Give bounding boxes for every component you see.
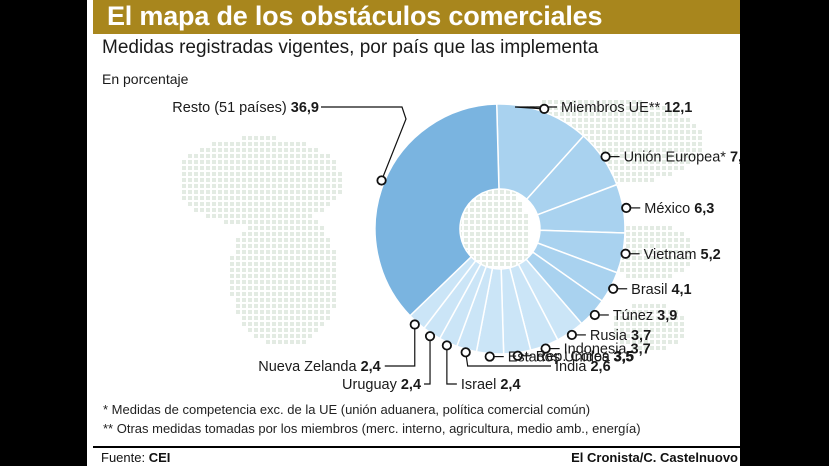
marker-estados-unidos bbox=[484, 351, 495, 362]
title-bar: El mapa de los obstáculos comerciales bbox=[93, 0, 740, 34]
donut-slices bbox=[374, 103, 626, 355]
unit-label: En porcentaje bbox=[102, 71, 189, 87]
footer: Fuente: CEI El Cronista/C. Castelnuovo bbox=[93, 446, 740, 466]
marker-rusia bbox=[566, 329, 577, 341]
marker-indonesia bbox=[540, 343, 551, 354]
leader-israel bbox=[446, 345, 457, 385]
label-estados-unidos: Estados Unidos 3,5 bbox=[508, 350, 634, 366]
marker-vietnam bbox=[620, 248, 631, 259]
chart-title: El mapa de los obstáculos comerciales bbox=[107, 1, 603, 31]
label-india: India 2,6 bbox=[555, 359, 611, 375]
label-nueva-zelanda: Nueva Zelanda 2,4 bbox=[258, 359, 381, 375]
marker-israel bbox=[441, 340, 452, 351]
leader-uruguay bbox=[424, 336, 431, 385]
label-rep-corea: Rep. Corea 3,5 bbox=[536, 349, 634, 365]
marker-resto-51-paises bbox=[376, 175, 387, 186]
source-prefix: Fuente: bbox=[101, 450, 149, 465]
label-vietnam: Vietnam 5,2 bbox=[644, 247, 721, 263]
marker-union-europea bbox=[600, 151, 611, 162]
label-mexico: México 6,3 bbox=[644, 201, 714, 217]
infographic-panel: El mapa de los obstáculos comerciales Me… bbox=[87, 0, 740, 466]
footnotes: * Medidas de competencia exc. de la UE (… bbox=[103, 400, 641, 438]
label-tunez: Túnez 3,9 bbox=[613, 308, 678, 324]
marker-brasil bbox=[608, 283, 619, 294]
marker-nueva-zelanda bbox=[409, 319, 420, 330]
marker-miembros-ue bbox=[539, 103, 550, 114]
footnote-1: * Medidas de competencia exc. de la UE (… bbox=[103, 402, 591, 417]
marker-india bbox=[460, 347, 471, 358]
label-indonesia: Indonesia 3,7 bbox=[564, 342, 651, 358]
label-resto-51-paises: Resto (51 países) 36,9 bbox=[172, 100, 319, 116]
marker-rep-corea bbox=[512, 350, 523, 361]
slice-miembros-ue bbox=[495, 103, 585, 201]
marker-mexico bbox=[621, 202, 632, 214]
leader-resto-51-paises bbox=[321, 106, 407, 181]
chart-subtitle: Medidas registradas vigentes, por país q… bbox=[102, 37, 599, 58]
credit: El Cronista/C. Castelnuovo bbox=[571, 450, 738, 465]
marker-uruguay bbox=[424, 331, 436, 342]
marker-tunez bbox=[589, 309, 600, 321]
label-uruguay: Uruguay 2,4 bbox=[342, 377, 421, 393]
slice-labels: Miembros UE** 12,1 Unión Europea* 7,6 Méxi… bbox=[172, 100, 740, 393]
leader-nueva-zelanda bbox=[384, 324, 416, 367]
leader-lines bbox=[321, 103, 641, 385]
label-israel: Israel 2,4 bbox=[461, 377, 521, 393]
label-brasil: Brasil 4,1 bbox=[631, 282, 691, 298]
source-value: CEI bbox=[148, 450, 171, 465]
footnote-2: ** Otras medidas tomadas por los miembro… bbox=[103, 421, 641, 436]
slice-resto-51-paises bbox=[374, 103, 500, 317]
label-rusia: Rusia 3,7 bbox=[590, 328, 651, 344]
donut-chart: Miembros UE** 12,1 Unión Europea* 7,6 Méxi… bbox=[172, 100, 740, 393]
label-union-europea: Unión Europea* 7,6 bbox=[624, 150, 740, 166]
label-miembros-ue: Miembros UE** 12,1 bbox=[561, 100, 692, 116]
source-line: Fuente: CEI bbox=[101, 450, 170, 465]
